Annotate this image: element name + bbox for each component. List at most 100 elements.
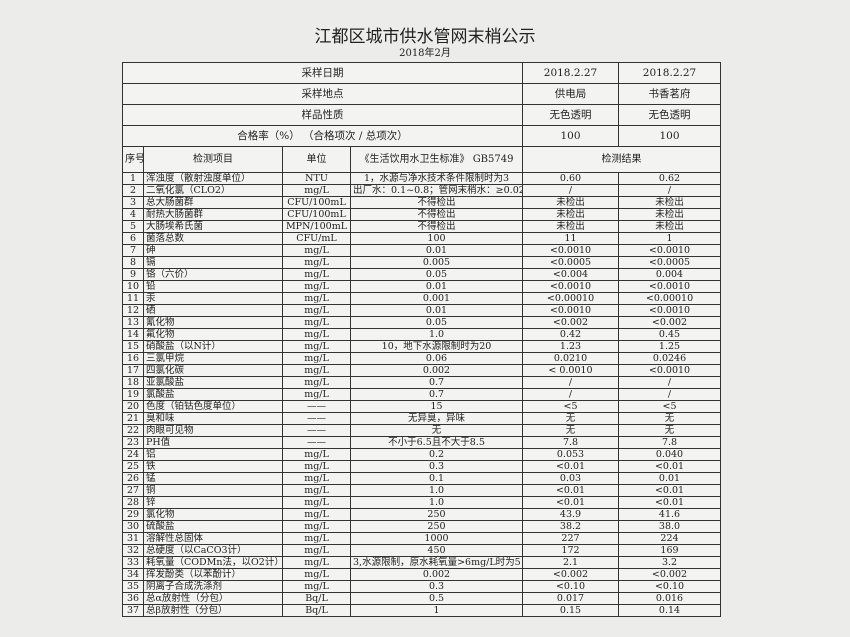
table-cell: 11 (122, 292, 144, 305)
table-row: 6 菌落总数 CFU/mL 100 11 1 (122, 232, 721, 245)
table-cell: 砷 (143, 244, 283, 257)
info-value: 2018.2.27 (522, 62, 619, 84)
table-cell: 12 (122, 304, 144, 317)
table-cell: 0.03 (522, 472, 619, 485)
table-cell: <0.0005 (522, 256, 619, 269)
info-label: 合格率（%） （合格项次 / 总项次） (122, 125, 523, 147)
table-cell: 0.7 (350, 376, 523, 389)
table-row: 4 耐热大肠菌群 CFU/100mL 不得检出 未检出 未检出 (122, 208, 721, 221)
info-value: 无色透明 (618, 104, 721, 126)
table-row: 28 锌 mg/L 1.0 <0.01 <0.01 (122, 496, 721, 509)
table-cell: 溶解性总固体 (143, 532, 283, 545)
table-cell: 不得检出 (350, 208, 523, 221)
table-row: 9 铬（六价） mg/L 0.05 <0.004 0.004 (122, 268, 721, 281)
table-cell: mg/L (282, 340, 351, 353)
table-row: 34 挥发酚类（以苯酚计） mg/L 0.002 <0.002 <0.002 (122, 568, 721, 581)
table-cell: Bq/L (282, 604, 351, 617)
table-cell: 硝酸盐（以N计） (143, 340, 283, 353)
table-cell: CFU/100mL (282, 196, 351, 209)
table-row: 序号 检测项目 单位 《生活饮用水卫生标准》 GB5749 检测结果 (122, 146, 721, 173)
table-cell: <0.002 (522, 316, 619, 329)
table-cell: 11 (522, 232, 619, 245)
table-cell: CFU/100mL (282, 208, 351, 221)
table-cell: 耐热大肠菌群 (143, 208, 283, 221)
table-cell: 0.1 (350, 472, 523, 485)
table-cell: 227 (522, 532, 619, 545)
table-cell: 四氯化碳 (143, 364, 283, 377)
table-cell: <0.01 (522, 460, 619, 473)
table-cell: <0.0010 (522, 280, 619, 293)
table-cell: < 0.0010 (522, 364, 619, 377)
table-cell: 0.0246 (618, 352, 721, 365)
table-row: 36 总α放射性（分包） Bq/L 0.5 0.017 0.016 (122, 592, 721, 605)
table-cell: 镉 (143, 256, 283, 269)
table-cell: 250 (350, 520, 523, 533)
table-cell: 0.0210 (522, 352, 619, 365)
table-cell: 17 (122, 364, 144, 377)
table-cell: mg/L (282, 484, 351, 497)
table-row: 2 二氧化氯（CLO2） mg/L 出厂水：0.1~0.8；管网末梢水：≥0.02// (122, 184, 721, 197)
table-cell: 0.45 (618, 328, 721, 341)
table-cell: 0.3 (350, 580, 523, 593)
table-cell: <0.10 (522, 580, 619, 593)
table-cell: 15 (122, 340, 144, 353)
table-row: 19 氯酸盐 mg/L 0.7// (122, 388, 721, 401)
table-row: 25 铁 mg/L 0.3 <0.01 <0.01 (122, 460, 721, 473)
table-cell: 34 (122, 568, 144, 581)
table-cell: 224 (618, 532, 721, 545)
table-cell: 不得检出 (350, 196, 523, 209)
table-cell: 0.2 (350, 448, 523, 461)
table-cell: 氰化物 (143, 316, 283, 329)
table-cell: 19 (122, 388, 144, 401)
table-cell: <0.0010 (618, 280, 721, 293)
table-cell: 43.9 (522, 508, 619, 521)
table-cell: mg/L (282, 364, 351, 377)
table-cell: 0.01 (350, 304, 523, 317)
table-cell: 未检出 (618, 220, 721, 233)
table-cell: mg/L (282, 556, 351, 569)
table-cell: mg/L (282, 328, 351, 341)
table-cell: <0.01 (618, 496, 721, 509)
table-cell: 0.62 (618, 172, 721, 185)
column-header: 检测项目 (143, 146, 283, 173)
table-row: 14 氟化物 mg/L 1.0 0.42 0.45 (122, 328, 721, 341)
table-cell: 15 (350, 400, 523, 413)
table-cell: <5 (522, 400, 619, 413)
table-cell: 无 (618, 424, 721, 437)
table-row: 31 溶解性总固体 mg/L 1000 227 224 (122, 532, 721, 545)
table-cell: 6 (122, 232, 144, 245)
table-cell: 无 (350, 424, 523, 437)
table-cell: 7.8 (522, 436, 619, 449)
table-row: 12 硒 mg/L 0.01 <0.0010 <0.0010 (122, 304, 721, 317)
table-cell: 35 (122, 580, 144, 593)
table-cell: 38.2 (522, 520, 619, 533)
column-header: 序号 (122, 146, 144, 173)
table-cell: 4 (122, 208, 144, 221)
table-cell: mg/L (282, 508, 351, 521)
table-cell: 169 (618, 544, 721, 557)
table-cell: 氯化物 (143, 508, 283, 521)
table-cell: 36 (122, 592, 144, 605)
table-cell: 氯酸盐 (143, 388, 283, 401)
table-cell: Bq/L (282, 592, 351, 605)
table-cell: mg/L (282, 532, 351, 545)
table-cell: / (618, 184, 721, 197)
table-cell: 不得检出 (350, 220, 523, 233)
results-table: 采样日期 2018.2.27 2018.2.27 采样地点 供电局 书香茗府 样品性质 无色透… (122, 62, 721, 617)
table-cell: <0.01 (522, 496, 619, 509)
table-cell: 臭和味 (143, 412, 283, 425)
table-cell: 21 (122, 412, 144, 425)
table-cell: 7.8 (618, 436, 721, 449)
table-cell: 23 (122, 436, 144, 449)
info-label: 采样地点 (122, 83, 523, 105)
table-cell: 未检出 (618, 196, 721, 209)
table-cell: 大肠埃希氏菌 (143, 220, 283, 233)
table-row: 15 硝酸盐（以N计） mg/L 10，地下水源限制时为20 1.23 1.25 (122, 340, 721, 353)
table-cell: 13 (122, 316, 144, 329)
table-cell: mg/L (282, 388, 351, 401)
table-cell: 无 (618, 412, 721, 425)
table-cell: 0.14 (618, 604, 721, 617)
table-cell: 无 (522, 424, 619, 437)
table-cell: 锰 (143, 472, 283, 485)
table-cell: —— (282, 412, 351, 425)
